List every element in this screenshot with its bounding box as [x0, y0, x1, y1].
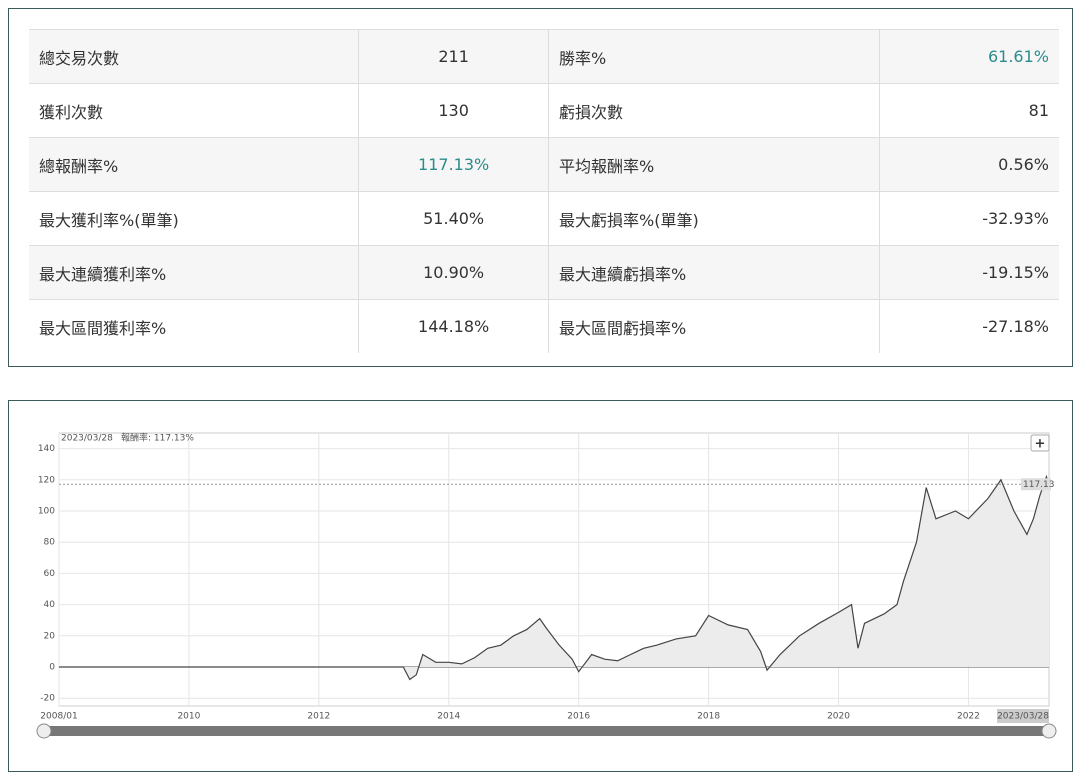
y-tick-label: 140 — [38, 444, 55, 454]
table-row: 最大獲利率%(單筆) 51.40% 最大虧損率%(單筆) -32.93% — [29, 191, 1059, 246]
x-tick-label: 2016 — [567, 712, 590, 722]
stat-value: 144.18% — [358, 299, 550, 353]
y-tick-label: 100 — [38, 507, 55, 517]
stat-label: 最大連續獲利率% — [29, 245, 359, 300]
stat-label: 平均報酬率% — [548, 137, 880, 192]
tooltip-date: 2023/03/28 — [61, 434, 113, 444]
current-value-label: 117.13 — [1023, 480, 1055, 490]
x-tick-label: 2014 — [437, 712, 460, 722]
stat-value: -32.93% — [878, 191, 1059, 246]
y-tick-label: 60 — [44, 569, 56, 579]
chart-panel: + -20 0 20 40 60 80 100 120 140 2008/01 2010 2012 20… — [8, 400, 1073, 772]
stat-label: 最大獲利率%(單筆) — [29, 191, 359, 246]
zoom-icon: + — [1035, 437, 1046, 452]
x-tick-label: 2010 — [177, 712, 200, 722]
table-row: 總報酬率% 117.13% 平均報酬率% 0.56% — [29, 137, 1059, 192]
y-tick-label: 0 — [49, 663, 55, 673]
stat-value: 51.40% — [358, 191, 550, 246]
y-tick-label: 40 — [44, 600, 56, 610]
y-tick-label: 120 — [38, 475, 55, 485]
navigator-bar[interactable] — [39, 726, 1054, 736]
x-tick-label: 2018 — [697, 712, 720, 722]
zoom-button[interactable] — [1030, 434, 1050, 452]
stat-value: -19.15% — [878, 245, 1059, 300]
stat-label: 最大區間虧損率% — [548, 299, 880, 353]
stat-label: 勝率% — [548, 29, 880, 84]
table-row: 獲利次數 130 虧損次數 81 — [29, 83, 1059, 138]
x-tick-label: 2008/01 — [40, 712, 77, 722]
x-tick-label: 2022 — [957, 712, 980, 722]
x-tick-label: 2012 — [307, 712, 330, 722]
end-date-box — [997, 709, 1049, 723]
nav-right[interactable] — [1041, 723, 1057, 739]
stat-value: 81 — [878, 83, 1059, 138]
stat-label: 最大虧損率%(單筆) — [548, 191, 880, 246]
stat-value: 0.56% — [878, 137, 1059, 192]
end-date: 2023/03/28 — [997, 712, 1049, 722]
stat-label: 總交易次數 — [29, 29, 359, 84]
table-row: 總交易次數 211 勝率% 61.61% — [29, 29, 1059, 84]
stat-label: 最大區間獲利率% — [29, 299, 359, 353]
y-tick-label: 80 — [44, 538, 56, 548]
stat-value: 211 — [358, 29, 550, 84]
stat-label: 獲利次數 — [29, 83, 359, 138]
stats-panel: 總交易次數 211 勝率% 61.61% 獲利次數 130 虧損次數 81 總報酬率% 117.1… — [8, 8, 1073, 367]
chart: + -20 0 20 40 60 80 100 120 140 2008/01 2010 2012 20… — [36, 432, 1057, 739]
x-tick-label: 2020 — [827, 712, 850, 722]
stat-label: 最大連續虧損率% — [548, 245, 880, 300]
table-row: 最大區間獲利率% 144.18% 最大區間虧損率% -27.18% — [29, 299, 1059, 353]
stat-value: -27.18% — [878, 299, 1059, 353]
y-tick-label: 20 — [44, 631, 56, 641]
stat-value: 117.13% — [358, 137, 550, 192]
stat-value: 130 — [358, 83, 550, 138]
stat-value: 10.90% — [358, 245, 550, 300]
nav-left[interactable] — [36, 723, 52, 739]
y-tick-label: -20 — [40, 694, 55, 704]
stats-table: 總交易次數 211 勝率% 61.61% 獲利次數 130 虧損次數 81 總報酬率% 117.1… — [29, 29, 1059, 353]
stat-label: 總報酬率% — [29, 137, 359, 192]
tooltip-label: 報酬率: 117.13% — [121, 432, 194, 444]
table-row: 最大連續獲利率% 10.90% 最大連續虧損率% -19.15% — [29, 245, 1059, 300]
current-value-box — [1021, 478, 1051, 491]
stat-label: 虧損次數 — [548, 83, 880, 138]
stat-value: 61.61% — [878, 29, 1059, 84]
line — [59, 474, 1050, 681]
